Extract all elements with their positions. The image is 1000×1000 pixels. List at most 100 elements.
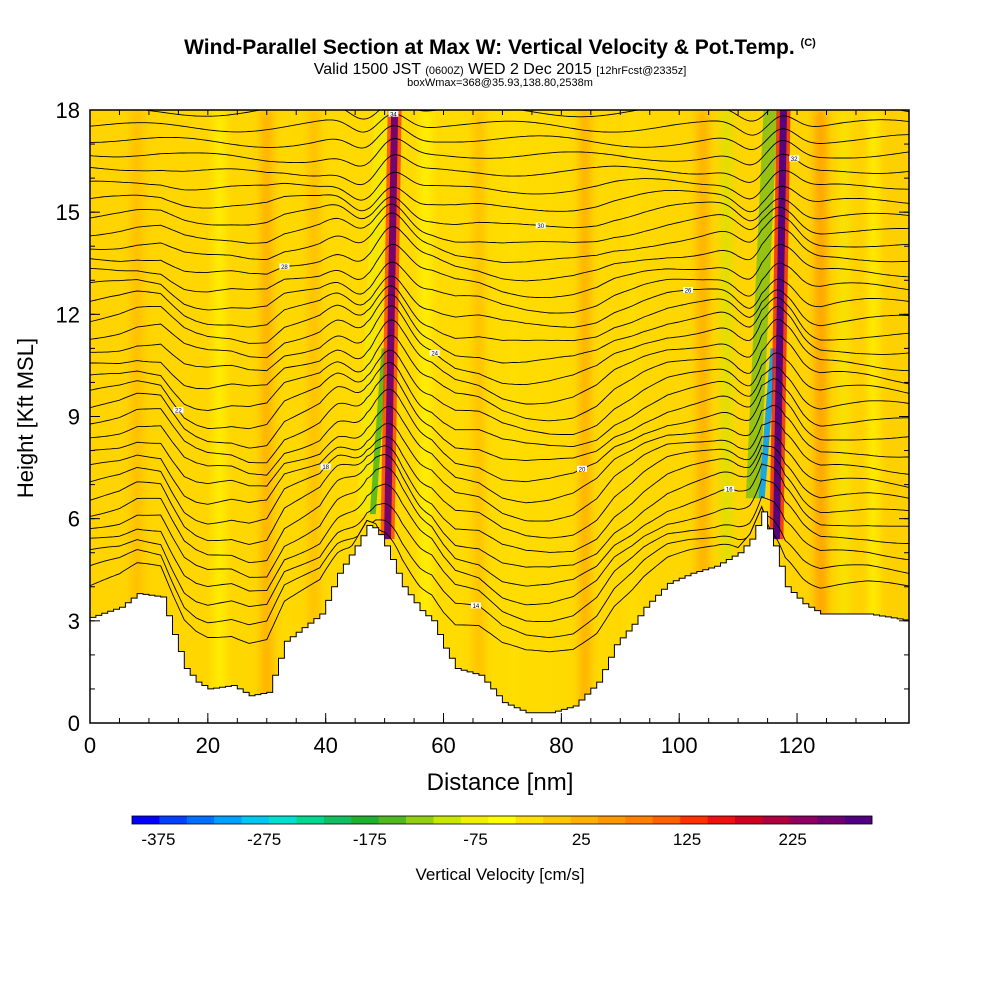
isentrope-line (90, 495, 909, 623)
colorbar-swatch (186, 816, 215, 824)
forecast-info: [12hrFcst@2335z] (596, 65, 687, 77)
colorbar-tick-label: -275 (247, 830, 281, 849)
isentrope-line (90, 226, 909, 282)
isentrope-line (90, 444, 909, 553)
velocity-cores (356, 110, 791, 540)
isentrope-label: 14 (473, 604, 480, 610)
colorbar-swatch (570, 816, 599, 824)
valid-prefix: Valid 1500 JST (313, 61, 421, 78)
y-axis-ticks: 0 3 6 9 12 15 18 (56, 98, 909, 736)
isentrope-line (90, 478, 909, 606)
isentrope-line (90, 261, 909, 314)
colorbar-swatch (707, 816, 736, 824)
colorbar-swatch (296, 816, 325, 824)
velocity-streak (838, 110, 851, 723)
isentrope-line (90, 185, 909, 213)
colorbar-swatch (680, 816, 708, 824)
isentrope-label-bg (279, 263, 290, 270)
x-axis-label: Distance [nm] (427, 769, 574, 796)
copyright-mark: (C) (800, 37, 816, 49)
minor-ticks (89, 109, 909, 724)
chart-subtitle: Valid 1500 JST (0600Z) WED 2 Dec 2015 [1… (0, 61, 1000, 79)
chart-title: Wind-Parallel Section at Max W: Vertical… (0, 36, 1000, 60)
isentrope-label: 34 (390, 112, 397, 118)
y-tick-label: 15 (56, 200, 80, 225)
velocity-streak (578, 110, 591, 723)
x-tick-label: 20 (196, 733, 220, 758)
colorbar-swatch (762, 816, 791, 824)
isentrope-label-bg (683, 287, 694, 294)
colorbar-tick-label: -175 (353, 830, 387, 849)
downdraft-core (745, 110, 778, 499)
colorbar-swatch (734, 816, 763, 824)
colorbar-swatch (406, 816, 434, 824)
isentrope-line (90, 404, 909, 504)
colorbar-swatch (597, 816, 626, 824)
colorbar-swatch (433, 816, 462, 824)
colorbar-tick-label: -75 (463, 830, 488, 849)
isentrope-label: 24 (431, 352, 438, 358)
x-tick-label: 120 (779, 733, 816, 758)
isentrope-line (90, 463, 909, 587)
x-tick-label: 0 (84, 733, 96, 758)
y-tick-label: 18 (56, 98, 80, 123)
colorbar-swatch (543, 816, 571, 824)
colorbar-swatch (241, 816, 270, 824)
isentrope-line (90, 196, 909, 229)
isentrope-line (90, 505, 909, 638)
colorbar-swatch (789, 816, 818, 824)
updraft-core (384, 110, 399, 540)
colorbar-swatch (625, 816, 654, 824)
isentrope-label: 18 (322, 465, 329, 471)
isentrope-label: 16 (726, 488, 733, 494)
x-tick-label: 60 (431, 733, 455, 758)
isentrope-line (90, 113, 909, 136)
velocity-streak (213, 110, 226, 723)
isentrope-line (90, 125, 909, 150)
colorbar-swatch (269, 816, 297, 824)
colorbar-swatch (652, 816, 681, 824)
isentrope-line (90, 203, 909, 244)
isentrope-line (90, 318, 909, 405)
isentrope-line (90, 388, 909, 483)
isentrope-line (90, 305, 909, 386)
colorbar-swatch (351, 816, 379, 824)
colorbar-tick-label: 25 (572, 830, 591, 849)
colorbar-swatch (488, 816, 517, 824)
velocity-streak (814, 110, 827, 723)
valid-date: WED 2 Dec 2015 (468, 61, 592, 78)
plot-area: 14 16 18 20 22 24 26 28 30 32 34 (90, 110, 909, 723)
isentrope-label-bg (724, 486, 735, 493)
isentrope-label: 20 (579, 467, 586, 473)
velocity-field-streaks (131, 110, 880, 723)
velocity-streak (260, 110, 273, 723)
x-tick-label: 100 (661, 733, 698, 758)
colorbar-tick-labels: -375 -275 -175 -75 25 125 225 (141, 830, 806, 849)
isentrope-line (90, 294, 909, 364)
isentrope-line (90, 243, 909, 299)
isentrope-label-bg (789, 155, 800, 162)
velocity-streak (472, 110, 485, 723)
colorbar (131, 815, 873, 825)
isentrope-label-bg (320, 463, 331, 470)
y-tick-label: 6 (68, 507, 80, 532)
colorbar-swatch (378, 816, 407, 824)
x-tick-label: 40 (313, 733, 337, 758)
isentrope-line (90, 334, 909, 422)
isentrope-line (90, 138, 909, 167)
isentrope-label-bg (388, 110, 399, 117)
colorbar-swatch (132, 816, 160, 824)
y-tick-label: 3 (68, 609, 80, 634)
isentrope-label-bg (429, 350, 440, 357)
colorbar-swatch (323, 816, 352, 824)
isentrope-line (90, 212, 909, 263)
chart-title-text: Wind-Parallel Section at Max W: Vertical… (184, 36, 795, 59)
isentrope-line (90, 275, 909, 328)
isentrope-line (90, 349, 909, 435)
isentrope-label: 28 (281, 265, 288, 271)
x-tick-label: 80 (549, 733, 573, 758)
isentrope-line (90, 435, 909, 539)
isentrope-line (90, 374, 909, 464)
colorbar-swatch (460, 816, 489, 824)
